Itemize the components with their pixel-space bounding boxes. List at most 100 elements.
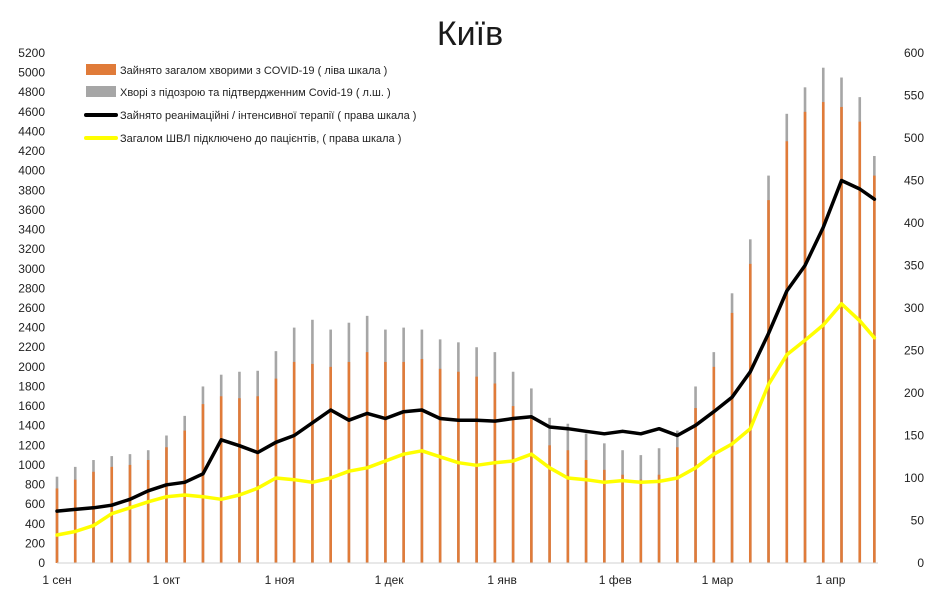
bar-total — [475, 376, 478, 563]
bar-total — [785, 141, 789, 563]
left-tick-label: 600 — [25, 497, 45, 511]
bar-total — [365, 352, 369, 563]
legend-swatch — [86, 86, 116, 97]
left-tick-label: 1800 — [18, 379, 45, 393]
right-tick-label: 150 — [904, 429, 924, 443]
x-tick-label: 1 ноя — [265, 573, 295, 587]
bar-total — [566, 450, 570, 563]
x-tick-label: 1 мар — [702, 573, 734, 587]
left-tick-label: 400 — [25, 517, 45, 531]
bar-total — [165, 447, 168, 563]
bar-total — [712, 366, 716, 563]
bar-total — [639, 479, 643, 563]
right-tick-label: 200 — [904, 386, 924, 400]
bar-total — [329, 366, 332, 563]
x-tick-label: 1 янв — [487, 573, 517, 587]
bar-total — [146, 460, 150, 563]
bar-total — [420, 359, 424, 563]
bar-total — [128, 464, 132, 563]
x-tick-label: 1 дек — [375, 573, 405, 587]
bar-total — [748, 263, 752, 563]
chart-title: Київ — [437, 15, 503, 53]
left-tick-label: 3000 — [18, 262, 45, 276]
right-axis: 0 50 100 150 200 250 300 350 400 450 500 550 600 — [904, 46, 924, 570]
left-tick-label: 3200 — [18, 242, 45, 256]
line-icu — [55, 178, 877, 513]
legend-label: Хворі з підозрою та підтвердженним Covid… — [120, 87, 391, 99]
left-tick-label: 2400 — [18, 321, 45, 335]
left-tick-label: 3400 — [18, 223, 45, 237]
bar-total — [256, 396, 259, 563]
bar-total — [55, 488, 59, 563]
bar-total — [803, 111, 807, 563]
bar-total — [676, 447, 679, 563]
bar-total — [493, 383, 497, 563]
left-tick-label: 5200 — [18, 46, 45, 60]
left-tick-label: 4400 — [18, 124, 45, 138]
bar-total — [873, 175, 876, 563]
bar-total — [402, 361, 405, 563]
x-tick-label: 1 апр — [816, 573, 846, 587]
right-tick-label: 50 — [911, 514, 925, 528]
x-tick-label: 1 сен — [42, 573, 71, 587]
left-tick-label: 5000 — [18, 66, 45, 80]
right-tick-label: 500 — [904, 131, 924, 145]
x-axis: 1 сен 1 окт 1 ноя 1 дек 1 янв 1 фев 1 мар 1 апр — [42, 573, 845, 587]
bar-total — [694, 408, 697, 563]
left-tick-label: 2600 — [18, 301, 45, 315]
bar-total — [438, 368, 442, 563]
bar-total — [274, 378, 278, 563]
legend: Зайнято загалом хворими з COVID-19 ( лів… — [84, 64, 416, 145]
line-ventilator — [55, 302, 877, 537]
left-tick-label: 200 — [25, 536, 45, 550]
left-tick-label: 2800 — [18, 281, 45, 295]
bar-total — [584, 460, 588, 563]
left-tick-label: 4000 — [18, 164, 45, 178]
left-tick-label: 4600 — [18, 105, 45, 119]
bar-total — [219, 396, 223, 563]
left-tick-label: 1200 — [18, 438, 45, 452]
left-tick-label: 3800 — [18, 183, 45, 197]
series-total-covid — [55, 102, 876, 564]
x-tick-label: 1 фев — [599, 573, 632, 587]
right-tick-label: 600 — [904, 46, 924, 60]
right-tick-label: 300 — [904, 301, 924, 315]
bar-total — [201, 404, 205, 563]
bar-total — [821, 102, 825, 564]
bar-total — [657, 474, 661, 563]
right-tick-label: 100 — [904, 471, 924, 485]
bar-total — [840, 106, 843, 563]
bar-total — [73, 479, 77, 563]
bar-total — [183, 430, 187, 563]
left-tick-label: 2000 — [18, 360, 45, 374]
bar-total — [347, 361, 351, 563]
bar-total — [311, 363, 314, 563]
left-axis: 0 200 400 600 800 1000 1200 1400 1600 1800 2000 220… — [18, 46, 45, 570]
line-series — [55, 178, 877, 537]
legend-label: Зайнято загалом хворими з COVID-19 ( лів… — [120, 65, 387, 77]
left-tick-label: 1600 — [18, 399, 45, 413]
bar-total — [292, 361, 296, 563]
bar-total — [858, 121, 862, 564]
legend-swatch — [86, 64, 116, 75]
left-tick-label: 2200 — [18, 340, 45, 354]
left-tick-label: 1400 — [18, 419, 45, 433]
bar-total — [548, 445, 551, 563]
right-tick-label: 550 — [904, 89, 924, 103]
left-tick-label: 1000 — [18, 458, 45, 472]
left-tick-label: 800 — [25, 478, 45, 492]
bar-total — [238, 398, 241, 563]
right-tick-label: 450 — [904, 174, 924, 188]
legend-label: Загалом ШВЛ підключено до пацієнтів, ( п… — [120, 133, 401, 145]
bar-total — [92, 471, 95, 563]
right-tick-label: 0 — [917, 556, 924, 570]
x-tick-label: 1 окт — [153, 573, 181, 587]
bar-total — [457, 371, 460, 563]
bar-total — [730, 312, 734, 563]
bar-total — [621, 474, 624, 563]
bar-total — [530, 417, 533, 563]
bar-total — [603, 469, 606, 563]
legend-label: Зайнято реанімаційні / інтенсивної терап… — [120, 110, 416, 122]
right-tick-label: 350 — [904, 259, 924, 273]
